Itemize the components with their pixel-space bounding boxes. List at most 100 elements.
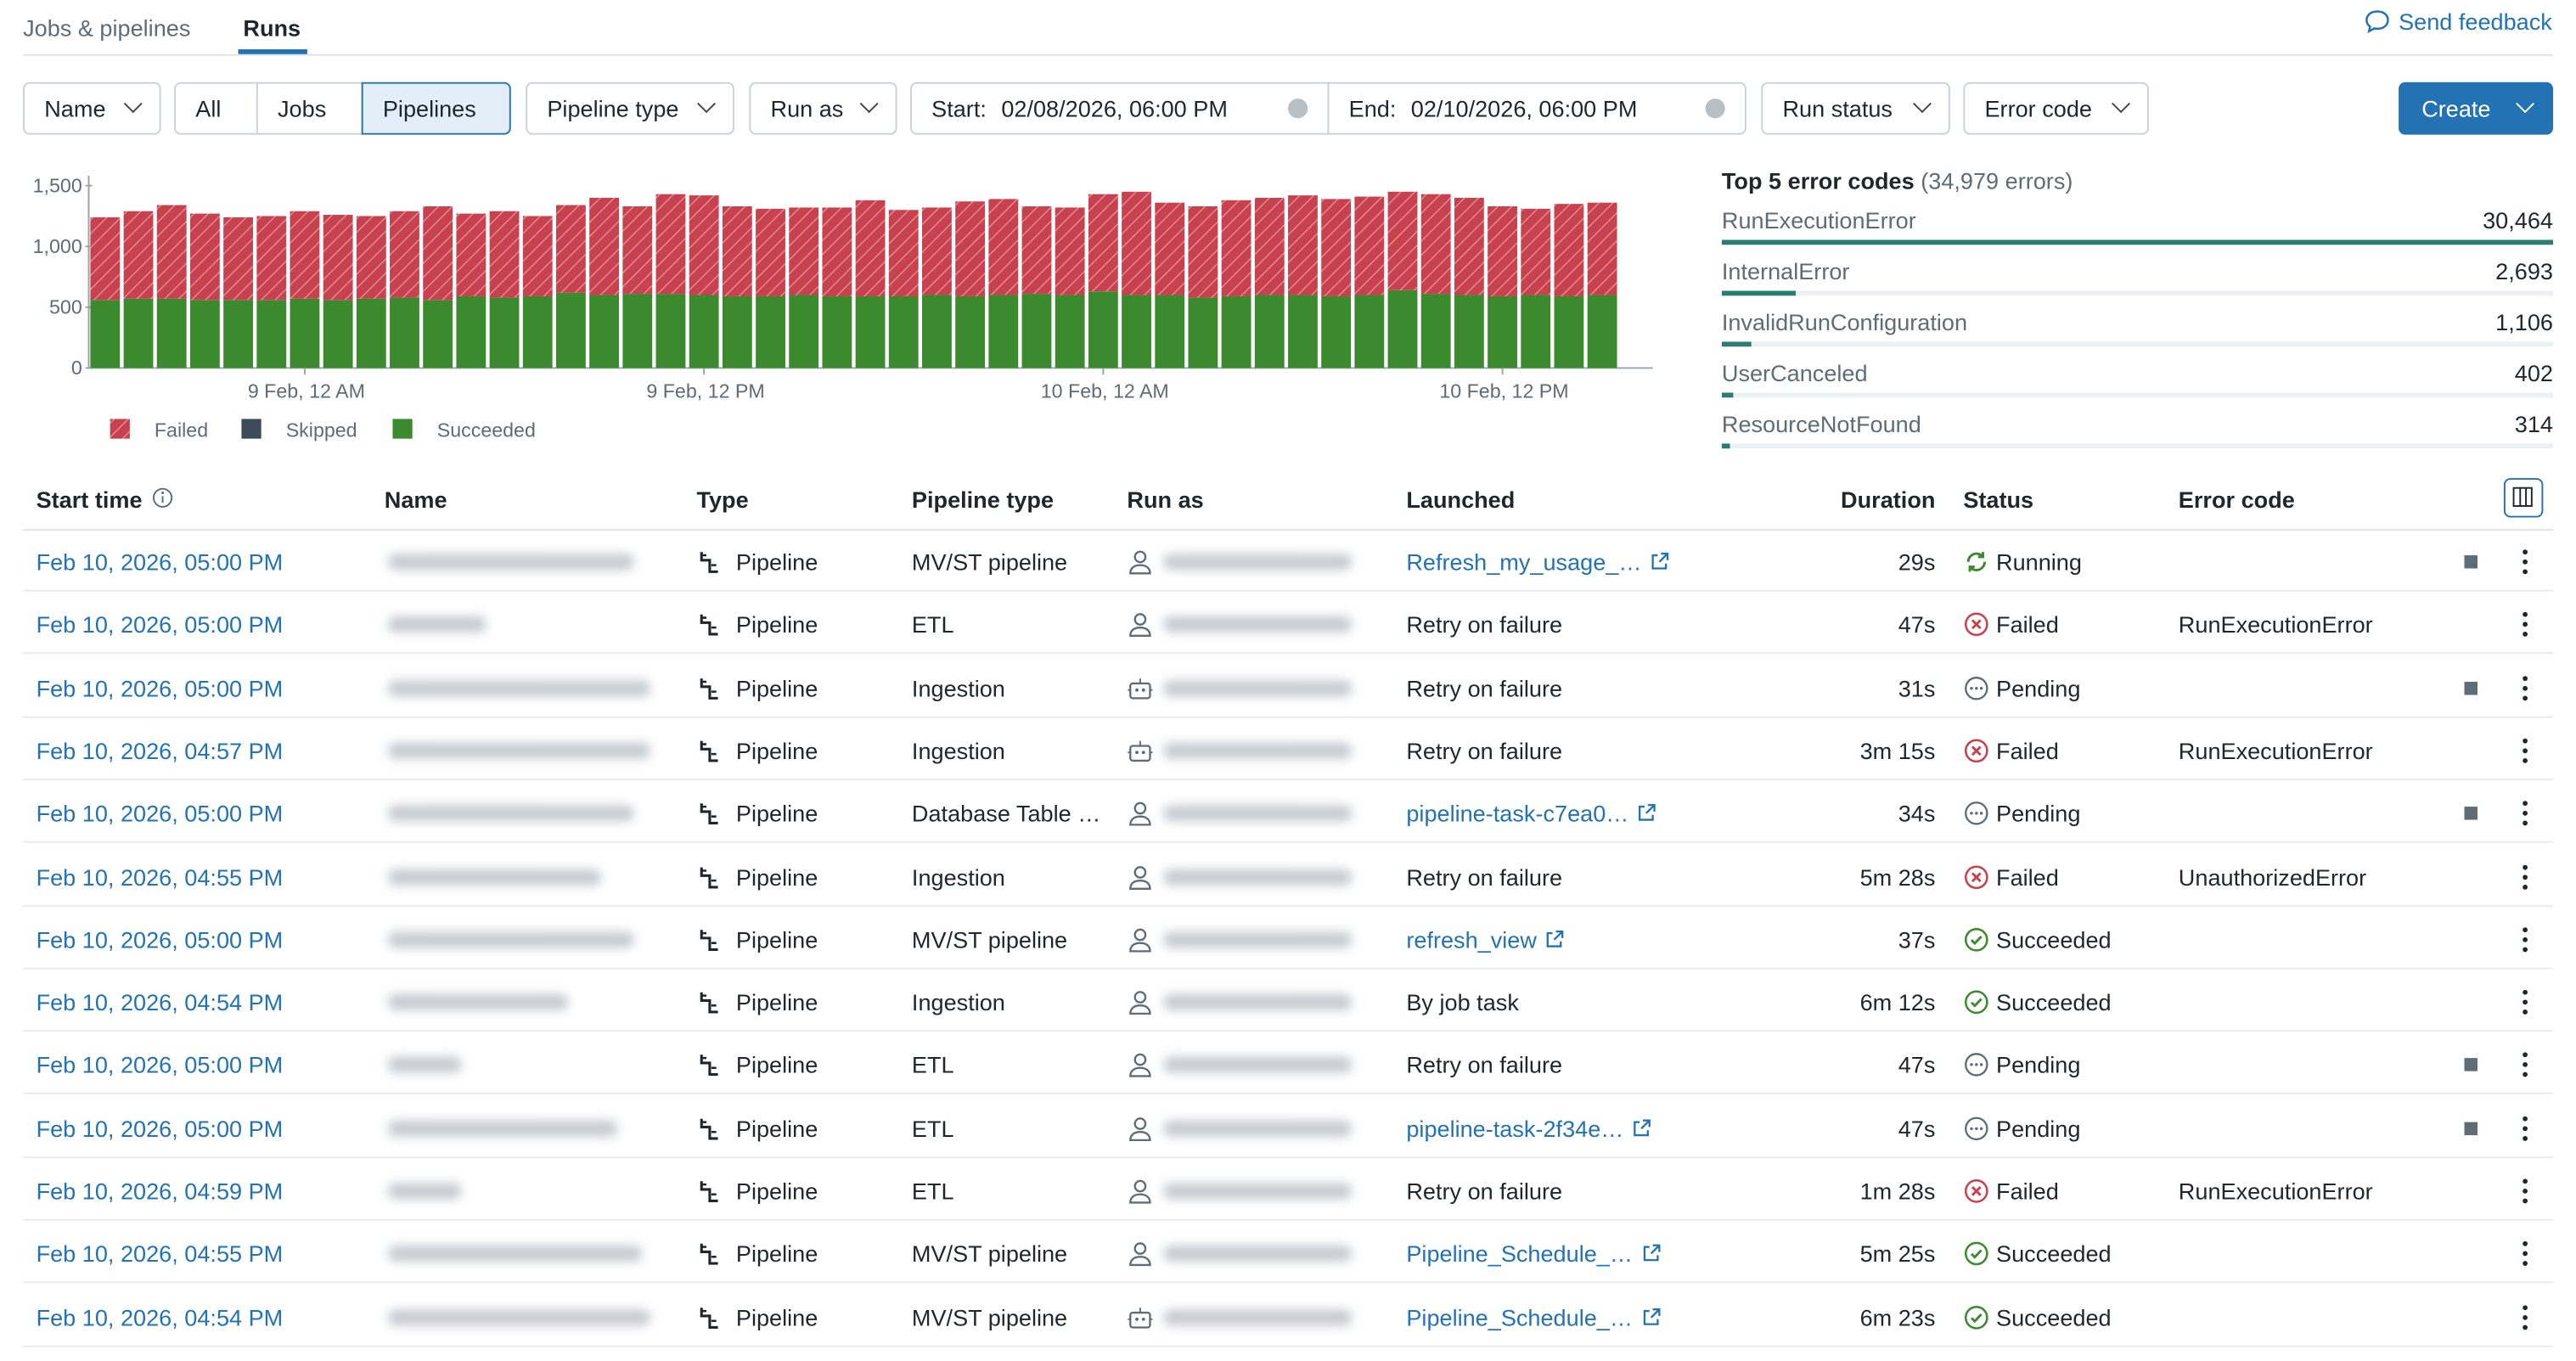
column-header[interactable]: Duration bbox=[1841, 486, 1936, 513]
kind-toggle-selected[interactable]: Pipelines bbox=[361, 82, 511, 135]
kebab-menu[interactable] bbox=[2515, 1176, 2534, 1206]
info-icon[interactable] bbox=[151, 486, 174, 509]
run-as-icon bbox=[1129, 991, 1151, 1015]
start-time[interactable]: Feb 10, 2026, 05:00 PM bbox=[36, 548, 284, 576]
launched: Retry on failure bbox=[1406, 863, 1563, 890]
blurred-name[interactable] bbox=[387, 742, 651, 759]
kind-toggle[interactable]: Jobs bbox=[256, 82, 363, 135]
name-filter[interactable]: Name bbox=[23, 82, 161, 135]
blurred-name[interactable] bbox=[387, 679, 651, 696]
status-icon bbox=[1966, 552, 1986, 572]
kebab-menu[interactable] bbox=[2515, 1113, 2534, 1143]
column-header[interactable]: Status bbox=[1963, 486, 2034, 513]
status: Pending bbox=[1996, 800, 2081, 827]
launched[interactable]: Pipeline_Schedule_… bbox=[1406, 1304, 1662, 1330]
launched[interactable]: refresh_view bbox=[1406, 926, 1566, 953]
blurred-name[interactable] bbox=[387, 993, 569, 1011]
column-header[interactable]: Start time bbox=[36, 486, 143, 513]
error-name[interactable]: InternalError bbox=[1721, 257, 1850, 284]
launched[interactable]: pipeline-task-2f34e… bbox=[1406, 1115, 1653, 1141]
bar-segment bbox=[189, 300, 220, 368]
error-name[interactable]: RunExecutionError bbox=[1721, 206, 1916, 233]
blurred-name[interactable] bbox=[387, 554, 634, 571]
legend-swatch bbox=[392, 419, 413, 439]
stop-button[interactable] bbox=[2464, 681, 2478, 695]
kebab-menu[interactable] bbox=[2515, 1240, 2534, 1269]
bar-segment bbox=[1288, 295, 1318, 368]
start-time[interactable]: Feb 10, 2026, 04:54 PM bbox=[36, 1303, 284, 1330]
kebab-menu[interactable] bbox=[2515, 799, 2534, 829]
stop-button[interactable] bbox=[2464, 1058, 2478, 1072]
start-time[interactable]: Feb 10, 2026, 05:00 PM bbox=[36, 1052, 284, 1079]
run-status-filter[interactable]: Run status bbox=[1761, 82, 1950, 135]
kebab-menu[interactable] bbox=[2515, 547, 2534, 576]
launched[interactable]: pipeline-task-c7ea0… bbox=[1406, 801, 1658, 827]
column-header[interactable]: Error code bbox=[2178, 486, 2295, 513]
bar-segment bbox=[955, 295, 986, 368]
kebab-menu[interactable] bbox=[2515, 862, 2534, 891]
pipeline-type: ETL bbox=[911, 1052, 954, 1079]
column-header[interactable]: Launched bbox=[1406, 486, 1516, 513]
bar-segment bbox=[1554, 204, 1584, 296]
start-time[interactable]: Feb 10, 2026, 04:57 PM bbox=[36, 737, 284, 764]
bar-track bbox=[1721, 443, 2553, 449]
start-time[interactable]: Feb 10, 2026, 05:00 PM bbox=[36, 1115, 284, 1142]
column-header[interactable]: Pipeline type bbox=[911, 486, 1055, 513]
column-header[interactable]: Name bbox=[384, 486, 447, 513]
error-name[interactable]: ResourceNotFound bbox=[1721, 410, 1921, 437]
start-time[interactable]: Feb 10, 2026, 04:55 PM bbox=[36, 863, 284, 890]
feedback-link[interactable]: Send feedback bbox=[2399, 8, 2552, 35]
blurred-run-as bbox=[1162, 616, 1353, 633]
start-time[interactable]: Feb 10, 2026, 05:00 PM bbox=[36, 800, 284, 827]
kebab-menu[interactable] bbox=[2515, 925, 2534, 954]
blurred-name[interactable] bbox=[387, 805, 634, 822]
blurred-name[interactable] bbox=[387, 931, 634, 948]
kebab-menu[interactable] bbox=[2515, 610, 2534, 639]
blurred-name[interactable] bbox=[387, 1056, 462, 1074]
error-name[interactable]: InvalidRunConfiguration bbox=[1721, 308, 1968, 335]
kebab-menu[interactable] bbox=[2515, 736, 2534, 766]
blurred-name[interactable] bbox=[387, 1183, 462, 1200]
start-picker[interactable]: Start: 02/08/2026, 06:00 PM bbox=[909, 82, 1330, 135]
start-time[interactable]: Feb 10, 2026, 05:00 PM bbox=[36, 674, 284, 701]
error-code: RunExecutionError bbox=[2178, 737, 2373, 764]
column-header[interactable]: Type bbox=[696, 486, 749, 513]
tab-active[interactable]: Runs bbox=[243, 14, 301, 42]
end-picker[interactable]: End: 02/10/2026, 06:00 PM bbox=[1327, 82, 1746, 135]
start-time[interactable]: Feb 10, 2026, 04:59 PM bbox=[36, 1178, 284, 1205]
kind-toggle[interactable]: All bbox=[174, 82, 258, 135]
start-time[interactable]: Feb 10, 2026, 04:54 PM bbox=[36, 989, 284, 1016]
blurred-name[interactable] bbox=[387, 1120, 618, 1137]
start-time[interactable]: Feb 10, 2026, 04:55 PM bbox=[36, 1240, 284, 1268]
bar-segment bbox=[922, 207, 952, 295]
kebab-menu[interactable] bbox=[2515, 673, 2534, 703]
clear[interactable] bbox=[1705, 98, 1725, 119]
kebab-menu[interactable] bbox=[2515, 1302, 2534, 1332]
launched[interactable]: Pipeline_Schedule_… bbox=[1406, 1240, 1662, 1267]
kebab-menu[interactable] bbox=[2515, 987, 2534, 1017]
stop-button[interactable] bbox=[2464, 1122, 2478, 1135]
blurred-name[interactable] bbox=[387, 1246, 643, 1263]
clear[interactable] bbox=[1288, 98, 1308, 119]
error-code-filter[interactable]: Error code bbox=[1963, 82, 2149, 135]
blurred-name[interactable] bbox=[387, 616, 487, 633]
start-time[interactable]: Feb 10, 2026, 05:00 PM bbox=[36, 925, 284, 953]
label: Start: bbox=[931, 95, 987, 122]
type: Pipeline bbox=[735, 925, 818, 953]
table-row: Feb 10, 2026, 04:59 PM Pipeline ETL Retry o… bbox=[0, 1173, 2576, 1236]
run-as-icon bbox=[1128, 1307, 1153, 1328]
stop-button[interactable] bbox=[2464, 555, 2478, 569]
column-header[interactable]: Run as bbox=[1127, 486, 1204, 513]
blurred-name[interactable] bbox=[387, 1308, 651, 1325]
run-as-filter[interactable]: Run as bbox=[749, 82, 897, 135]
launched[interactable]: Refresh_my_usage_… bbox=[1406, 548, 1671, 575]
error-name[interactable]: UserCanceled bbox=[1721, 359, 1868, 386]
start-time[interactable]: Feb 10, 2026, 05:00 PM bbox=[36, 611, 284, 638]
kebab-menu[interactable] bbox=[2515, 1050, 2534, 1080]
blurred-name[interactable] bbox=[387, 868, 602, 885]
stop-button[interactable] bbox=[2464, 807, 2478, 820]
create-button[interactable]: Create bbox=[2399, 82, 2553, 135]
columns-button[interactable] bbox=[2503, 478, 2544, 518]
tab[interactable]: Jobs & pipelines bbox=[23, 14, 191, 42]
pipeline-type-filter[interactable]: Pipeline type bbox=[526, 82, 734, 135]
